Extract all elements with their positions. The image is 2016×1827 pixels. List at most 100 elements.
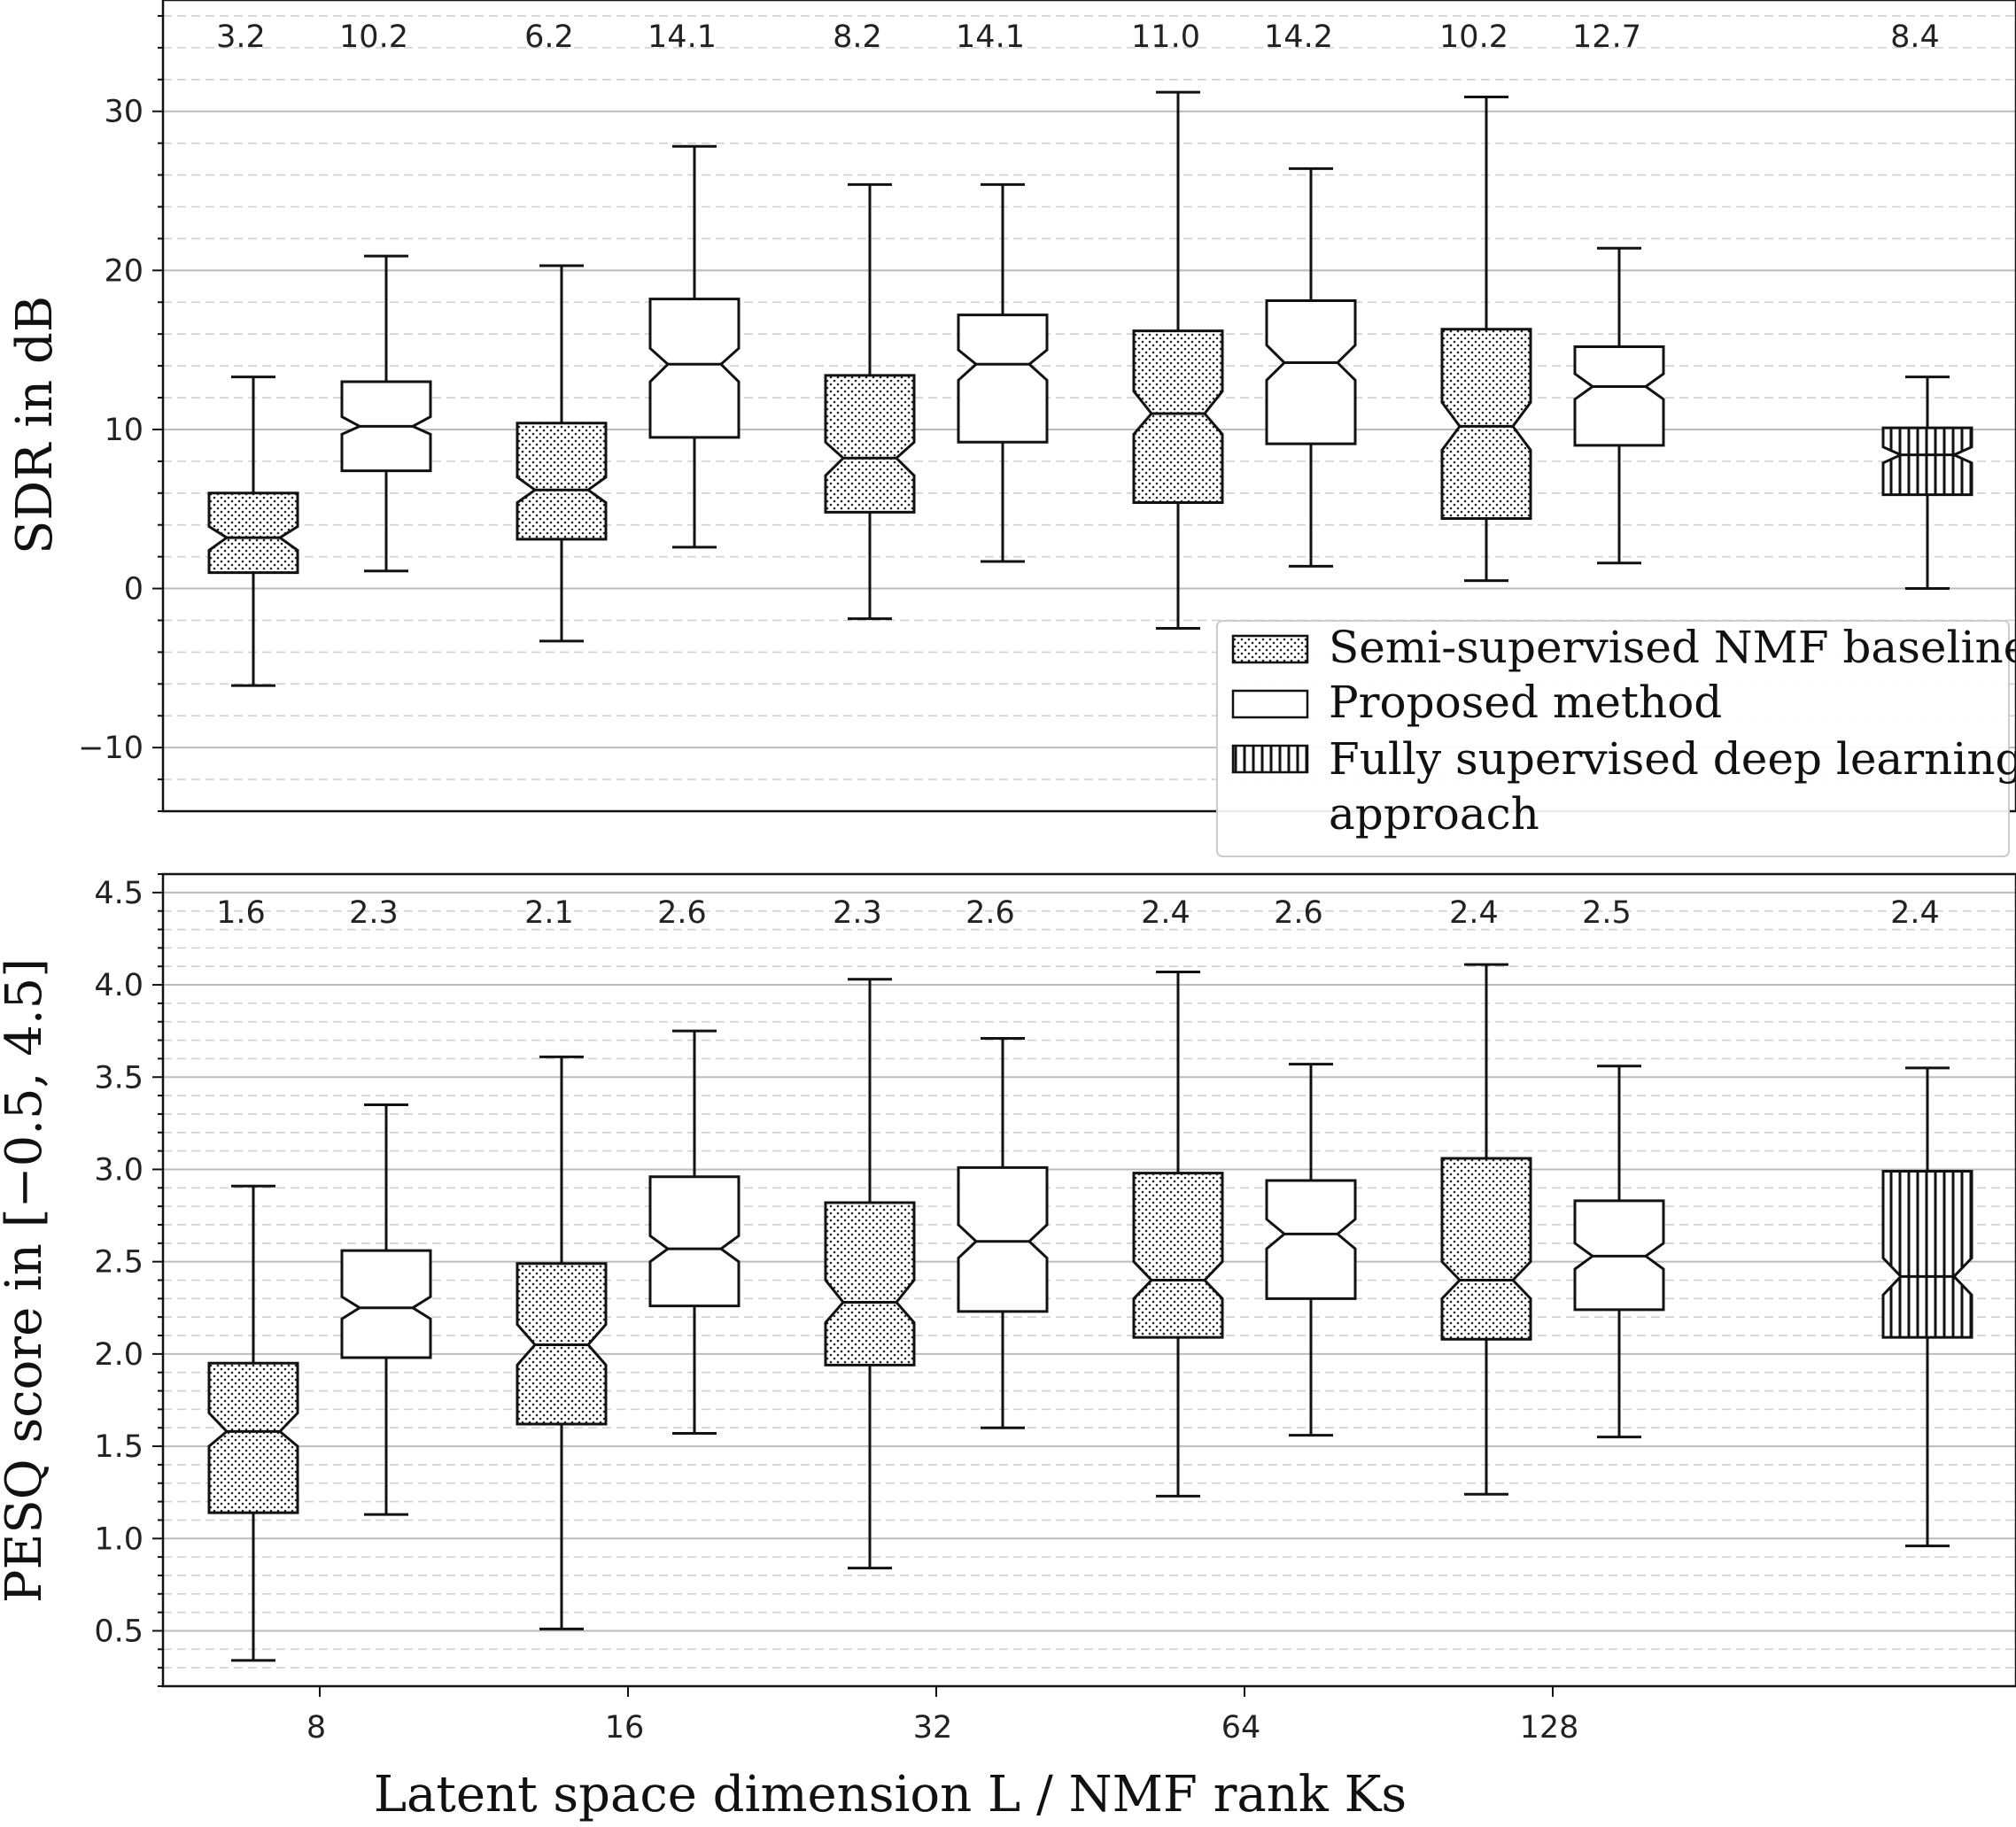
pesq-panel: 0.5 1.0 1.5 2.0 2.5 3.0 3.5 4.0 4.5 1.6 2.3 2.1 2.6… — [0, 872, 2016, 1823]
box-16-nmf — [516, 1055, 608, 1630]
y-tick-label: 20 — [104, 253, 143, 289]
notched-box — [207, 1361, 299, 1514]
notched-box — [957, 314, 1049, 444]
box-128-proposed — [1573, 246, 1665, 565]
box-64-nmf — [1132, 970, 1224, 1498]
legend-item-proposed: Proposed method — [1231, 677, 1722, 728]
median-value-label: 6.2 — [524, 19, 574, 55]
y-tick-label: 3.0 — [94, 1152, 143, 1188]
median-value-label: 2.1 — [524, 895, 574, 931]
notched-box — [1265, 298, 1357, 445]
legend-label-nmf-baseline: Semi-supervised NMF baseline — [1329, 622, 2016, 673]
notched-box — [1132, 1172, 1224, 1339]
pesq-gridlines — [163, 874, 2016, 1686]
median-value-label: 2.6 — [965, 895, 1015, 931]
box-32-proposed — [957, 1036, 1049, 1429]
median-value-label: 2.3 — [833, 895, 882, 931]
legend-label-proposed: Proposed method — [1329, 677, 1722, 728]
y-tick-label: 2.5 — [94, 1245, 143, 1281]
pesq-y-axis-title: PESQ score in [−0.5, 4.5] — [0, 958, 53, 1603]
y-tick-label: 1.0 — [94, 1521, 143, 1557]
box-8-proposed — [340, 254, 432, 573]
box-dl-deep-learning — [1881, 375, 1973, 591]
legend-frame — [1216, 620, 2010, 857]
legend-label-deep-learning: Fully supervised deep learning — [1329, 733, 2016, 785]
median-value-label: 12.7 — [1572, 19, 1641, 55]
notched-box — [1881, 1170, 1973, 1339]
box-dl-deep-learning — [1881, 1066, 1973, 1548]
box-128-proposed — [1573, 1064, 1665, 1439]
median-value-label: 2.4 — [1141, 895, 1190, 931]
median-value-label: 10.2 — [1439, 19, 1508, 55]
sdr-median-labels: 3.2 10.2 6.2 14.1 8.2 14.1 11.0 14.2 10.2 12.7 8.4 — [216, 19, 1940, 55]
box-16-nmf — [516, 264, 608, 643]
median-value-label: 14.2 — [1264, 19, 1333, 55]
median-value-label: 14.1 — [647, 19, 717, 55]
box-64-proposed — [1265, 166, 1357, 568]
box-128-nmf — [1440, 963, 1532, 1496]
x-tick-label: 32 — [913, 1710, 953, 1746]
x-tick-label: 16 — [605, 1710, 645, 1746]
median-value-label: 11.0 — [1131, 19, 1200, 55]
sdr-gridlines — [163, 15, 2016, 811]
legend-swatch-plain — [1231, 689, 1309, 719]
notched-box — [824, 1201, 916, 1366]
box-128-nmf — [1440, 96, 1532, 583]
box-8-nmf — [207, 1184, 299, 1662]
legend-item-nmf-baseline: Semi-supervised NMF baseline — [1231, 622, 2016, 673]
median-value-label: 2.6 — [657, 895, 707, 931]
x-tick-label: 64 — [1221, 1710, 1261, 1746]
y-tick-label: 1.5 — [94, 1429, 143, 1465]
notched-box — [648, 1175, 740, 1308]
pesq-median-labels: 1.6 2.3 2.1 2.6 2.3 2.6 2.4 2.6 2.4 2.5 2.4 — [216, 895, 1940, 931]
box-32-nmf — [824, 978, 916, 1570]
box-64-proposed — [1265, 1063, 1357, 1437]
median-value-label: 1.6 — [216, 895, 266, 931]
box-16-proposed — [648, 1029, 740, 1435]
legend-label-deep-learning-cont: approach — [1329, 788, 1539, 840]
notched-box — [957, 1165, 1049, 1313]
pesq-plot-frame — [161, 872, 2016, 1688]
notched-box — [1881, 426, 1973, 497]
notched-box — [1265, 1179, 1357, 1300]
notched-box — [516, 422, 608, 541]
median-value-label: 2.5 — [1582, 895, 1632, 931]
notched-box — [1573, 345, 1665, 447]
notched-box — [1440, 1157, 1532, 1341]
sdr-panel: −10 0 10 20 30 3.2 10.2 6.2 14.1 8.2 14.1 11.0 14.2… — [6, 0, 2016, 813]
median-value-label: 3.2 — [216, 19, 266, 55]
pesq-boxes — [207, 963, 1973, 1662]
y-tick-label: 4.0 — [94, 968, 143, 1003]
box-32-proposed — [957, 182, 1049, 563]
sdr-boxes — [207, 90, 1973, 687]
median-value-label: 8.2 — [833, 19, 882, 55]
x-axis-title: Latent space dimension L / NMF rank Ks — [374, 1766, 1407, 1823]
pesq-y-axis: 0.5 1.0 1.5 2.0 2.5 3.0 3.5 4.0 4.5 — [94, 873, 163, 1687]
y-tick-label: 0 — [124, 572, 143, 608]
legend-swatch-dots — [1231, 634, 1309, 664]
box-32-nmf — [824, 182, 916, 621]
notched-box — [1132, 329, 1224, 505]
x-tick-label: 8 — [306, 1710, 326, 1746]
notched-box — [824, 374, 916, 514]
median-value-label: 2.4 — [1449, 895, 1499, 931]
sdr-plot-frame — [161, 0, 2016, 813]
median-value-label: 10.2 — [339, 19, 408, 55]
legend-item-deep-learning: Fully supervised deep learning approach — [1231, 733, 2016, 840]
median-value-label: 8.4 — [1890, 19, 1940, 55]
x-tick-label: 128 — [1520, 1710, 1579, 1746]
y-tick-label: 2.0 — [94, 1337, 143, 1373]
legend: Semi-supervised NMF baseline Proposed me… — [1216, 620, 2016, 857]
median-value-label: 2.3 — [349, 895, 399, 931]
median-value-label: 14.1 — [956, 19, 1025, 55]
median-value-label: 2.6 — [1274, 895, 1323, 931]
sdr-y-axis-title: SDR in dB — [6, 296, 64, 554]
y-tick-label: 4.5 — [94, 876, 143, 911]
y-tick-label: 3.5 — [94, 1060, 143, 1095]
y-tick-label: −10 — [78, 731, 143, 766]
legend-swatch-vlines — [1231, 744, 1309, 774]
notched-box — [1440, 328, 1532, 521]
y-tick-label: 0.5 — [94, 1614, 143, 1649]
box-64-nmf — [1132, 90, 1224, 630]
